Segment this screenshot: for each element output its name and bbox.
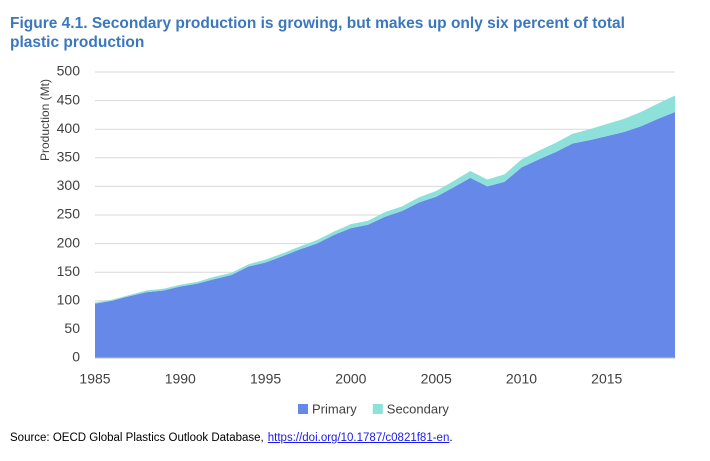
y-tick-label: 300 [57, 177, 81, 193]
chart-title: Figure 4.1. Secondary production is grow… [10, 15, 625, 51]
y-tick-label: 150 [57, 263, 81, 279]
source-end: . [449, 432, 453, 444]
legend-swatch [372, 404, 383, 414]
y-tick-label: 0 [72, 349, 80, 365]
y-tick-label: 250 [57, 206, 81, 222]
x-tick-label: 2015 [591, 371, 622, 387]
legend-label: Primary [312, 401, 357, 416]
x-tick-label: 2005 [421, 371, 452, 387]
x-tick-label: 2000 [335, 371, 366, 387]
x-tick-label: 1995 [250, 371, 281, 387]
legend-label: Secondary [387, 401, 450, 416]
y-tick-label: 50 [64, 320, 80, 336]
y-tick-label: 500 [57, 63, 81, 79]
x-tick-label: 1985 [79, 371, 110, 387]
source: Source: OECD Global Plastics Outlook Dat… [10, 432, 453, 444]
x-tick-label: 1990 [165, 371, 196, 387]
y-tick-label: 450 [57, 91, 81, 107]
y-tick-label: 200 [57, 234, 81, 250]
source-text: Source: OECD Global Plastics Outlook Dat… [10, 432, 264, 444]
y-axis-label: Production (Mt) [38, 79, 52, 161]
y-tick-label: 350 [57, 149, 81, 165]
y-tick-label: 400 [57, 120, 81, 136]
source-link[interactable]: https://doi.org/10.1787/c0821f81-en [267, 432, 450, 444]
y-tick-label: 100 [57, 292, 81, 308]
legend-swatch [298, 404, 308, 414]
area [95, 112, 675, 358]
x-tick-label: 2010 [506, 371, 537, 387]
